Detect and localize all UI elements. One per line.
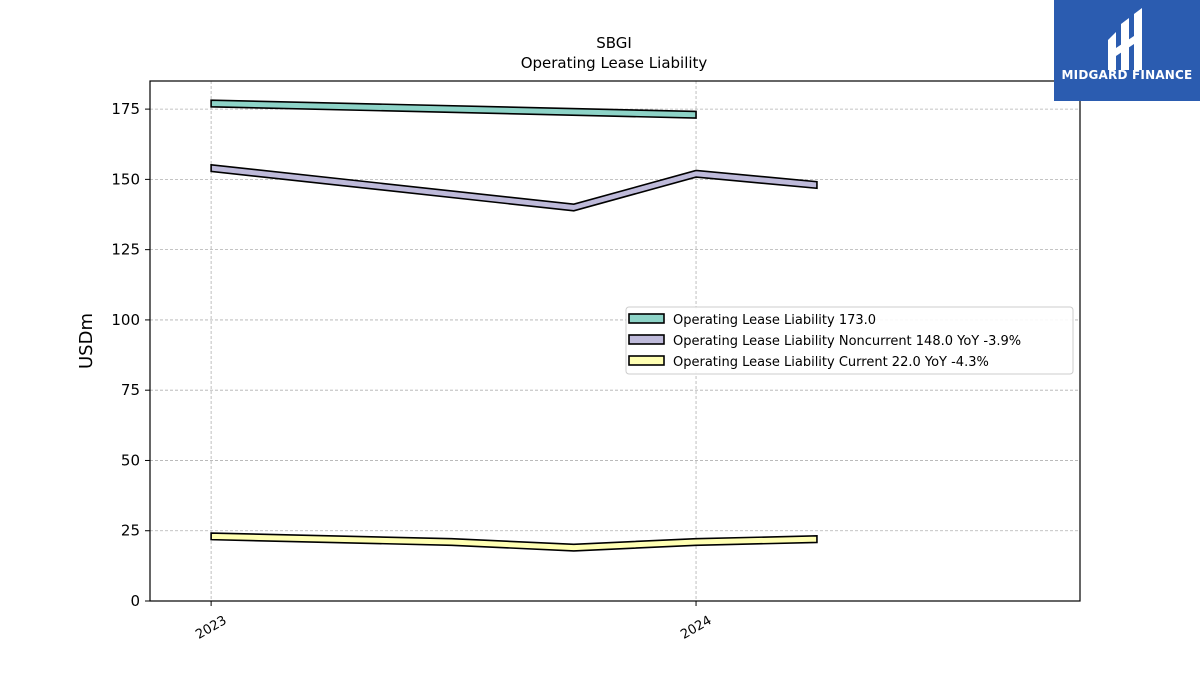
y-tick-label: 100 <box>111 311 140 329</box>
legend-label: Operating Lease Liability Current 22.0 Y… <box>673 355 989 370</box>
y-tick-label: 50 <box>121 451 140 469</box>
y-tick-label: 175 <box>111 100 140 118</box>
legend-swatch <box>628 355 665 366</box>
logo-mark-icon <box>1108 8 1142 70</box>
legend-swatch <box>628 334 665 345</box>
legend-swatch <box>628 313 665 324</box>
series-layer <box>210 99 818 552</box>
chart-title: SBGI <box>596 34 632 52</box>
plot-frame <box>149 80 1081 602</box>
legend-label: Operating Lease Liability 173.0 <box>673 313 876 328</box>
axes: 0 25 50 75 100 125 150 175 2023 2024 <box>111 100 714 643</box>
y-tick-label: 25 <box>121 522 140 540</box>
x-tick-label: 2023 <box>193 613 229 643</box>
y-tick-label: 125 <box>111 241 140 259</box>
legend-label: Operating Lease Liability Noncurrent 148… <box>673 334 1021 349</box>
series-line-2 <box>210 163 818 212</box>
series-line-1 <box>210 99 697 119</box>
x-tick-label: 2024 <box>678 613 714 643</box>
logo-text: MIDGARD FINANCE <box>1061 68 1193 82</box>
y-axis-label: USDm <box>76 313 97 369</box>
chart-subtitle: Operating Lease Liability <box>521 54 708 72</box>
brand-logo: MIDGARD FINANCE <box>1054 0 1200 101</box>
y-tick-label: 150 <box>111 170 140 188</box>
legend-frame <box>625 306 1074 375</box>
legend: Operating Lease Liability 173.0 Operating… <box>625 306 1074 375</box>
y-tick-label: 75 <box>121 381 140 399</box>
series-line-3 <box>210 532 818 552</box>
y-tick-label: 0 <box>130 592 140 610</box>
